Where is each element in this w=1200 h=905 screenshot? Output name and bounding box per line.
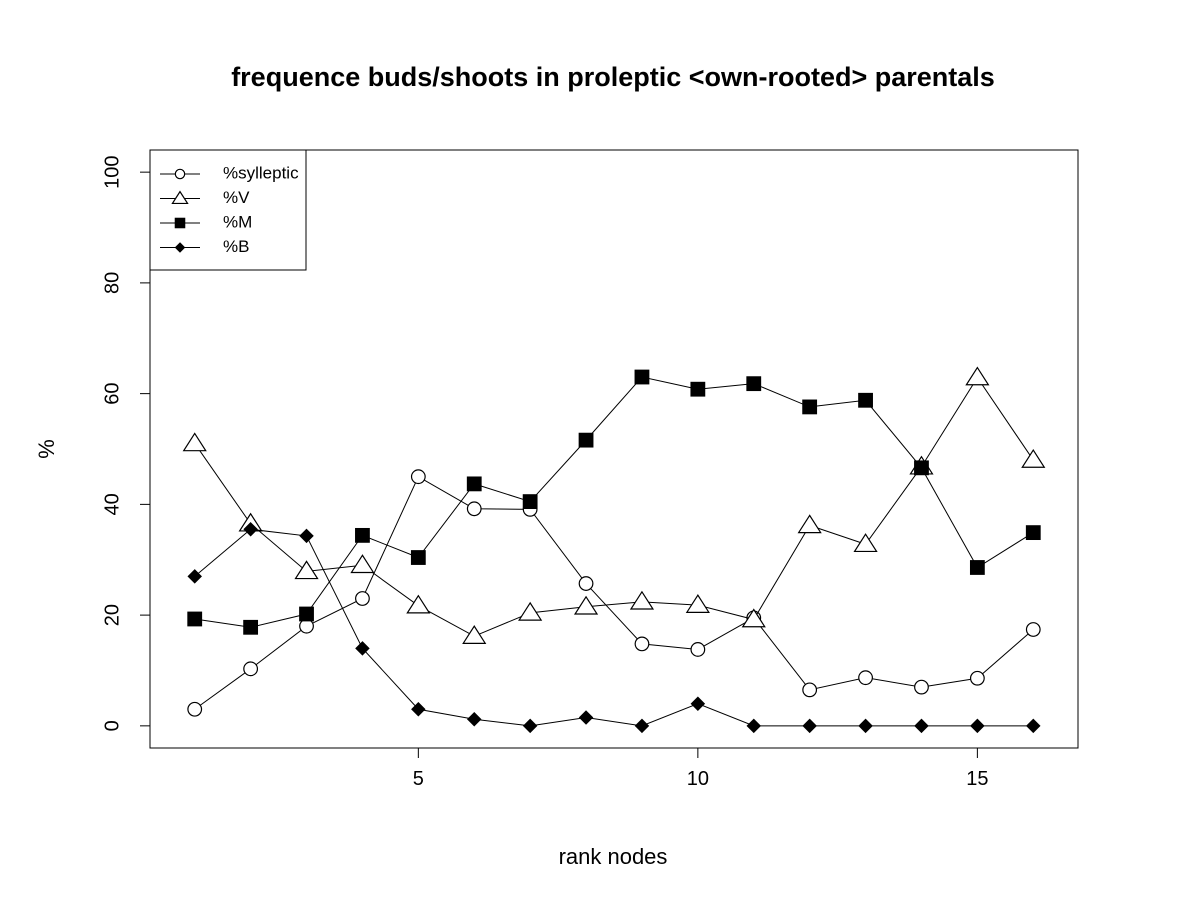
data-point-square xyxy=(578,432,594,448)
data-point-square xyxy=(690,381,706,397)
data-point-square xyxy=(522,494,538,510)
series-line xyxy=(194,376,1034,628)
data-point-triangle xyxy=(965,366,990,386)
data-point-triangle xyxy=(853,533,878,553)
data-point-circle xyxy=(690,642,706,657)
data-point-triangle xyxy=(350,554,375,574)
y-tick-label: 20 xyxy=(101,604,123,626)
data-point-square xyxy=(466,476,482,492)
legend-label: %sylleptic xyxy=(223,163,299,182)
y-tick-label: 100 xyxy=(101,155,123,188)
series-line xyxy=(194,376,1034,637)
x-tick-label: 5 xyxy=(413,768,424,790)
data-point-circle xyxy=(410,469,426,485)
data-point-square xyxy=(355,527,370,543)
data-point-diamond xyxy=(243,522,258,537)
data-point-triangle xyxy=(573,595,599,615)
x-tick-label: 10 xyxy=(687,768,709,790)
data-point-square xyxy=(1025,525,1041,541)
data-point-diamond xyxy=(746,718,762,734)
data-point-triangle xyxy=(629,590,655,610)
data-point-triangle xyxy=(1021,448,1046,468)
data-point-square xyxy=(243,619,259,635)
legend-label: %M xyxy=(223,212,252,231)
data-point-square xyxy=(187,611,203,627)
data-point-diamond xyxy=(522,718,538,734)
data-point-triangle xyxy=(171,190,189,205)
data-point-triangle xyxy=(685,594,710,613)
data-point-diamond xyxy=(578,710,594,725)
data-point-square xyxy=(410,550,426,565)
x-tick-label: 15 xyxy=(966,768,988,790)
data-point-square xyxy=(299,606,314,622)
data-point-diamond xyxy=(466,711,482,727)
data-point-circle xyxy=(802,682,818,698)
series-line xyxy=(194,528,1034,727)
data-point-square xyxy=(174,217,186,229)
data-point-triangle xyxy=(518,601,543,621)
data-point-diamond xyxy=(858,718,873,734)
data-point-triangle xyxy=(406,594,431,614)
legend-label: %V xyxy=(223,188,250,207)
data-point-circle xyxy=(299,618,314,634)
legend-item: %M xyxy=(160,212,252,231)
data-point-circle xyxy=(578,576,594,591)
data-point-circle xyxy=(174,168,186,180)
legend-item: %sylleptic xyxy=(160,163,299,182)
series-layer xyxy=(182,366,1046,734)
data-point-diamond xyxy=(1026,718,1041,734)
series-line xyxy=(194,475,1034,710)
data-point-circle xyxy=(969,670,985,686)
data-point-diamond xyxy=(411,701,426,717)
data-point-diamond xyxy=(690,696,706,711)
data-point-circle xyxy=(355,591,370,606)
data-point-circle xyxy=(914,679,929,695)
y-axis-label: % xyxy=(34,439,59,459)
data-point-triangle xyxy=(797,514,822,534)
data-point-diamond xyxy=(174,242,186,253)
y-tick-label: 60 xyxy=(101,383,123,405)
data-point-square xyxy=(914,460,929,476)
series xyxy=(187,369,1041,635)
legend-item: %V xyxy=(160,188,250,207)
data-point-diamond xyxy=(355,641,370,656)
data-point-circle xyxy=(243,661,259,677)
data-point-triangle xyxy=(462,625,487,644)
data-point-square xyxy=(969,560,985,575)
data-point-triangle xyxy=(294,560,319,580)
data-point-square xyxy=(858,392,873,408)
data-point-circle xyxy=(858,670,873,686)
data-point-square xyxy=(634,369,650,385)
data-point-triangle xyxy=(182,432,207,452)
data-point-triangle xyxy=(741,608,766,628)
data-point-square xyxy=(802,399,818,415)
data-point-diamond xyxy=(634,718,650,734)
data-point-circle xyxy=(1025,622,1041,637)
data-point-circle xyxy=(466,501,482,517)
legend-item: %B xyxy=(160,237,249,256)
x-axis: 5 10 15 xyxy=(413,747,988,790)
series xyxy=(187,522,1041,734)
data-point-diamond xyxy=(970,718,985,734)
y-tick-label: 0 xyxy=(101,720,123,731)
data-point-diamond xyxy=(299,528,314,544)
y-tick-label: 80 xyxy=(101,272,123,294)
legend-label: %B xyxy=(223,237,249,256)
data-point-square xyxy=(746,376,762,392)
x-axis-label: rank nodes xyxy=(559,844,668,869)
y-axis: 0 20 40 60 80 100 xyxy=(101,155,151,731)
series xyxy=(187,469,1041,717)
chart-title: frequence buds/shoots in proleptic <own-… xyxy=(231,62,995,92)
legend: %sylleptic %V %M %B xyxy=(149,149,307,271)
data-point-circle xyxy=(634,636,650,652)
data-point-diamond xyxy=(802,718,817,734)
data-point-diamond xyxy=(187,569,202,584)
data-point-circle xyxy=(187,701,203,717)
y-tick-label: 40 xyxy=(101,493,123,515)
data-point-diamond xyxy=(914,718,929,734)
legend-box xyxy=(149,149,307,271)
